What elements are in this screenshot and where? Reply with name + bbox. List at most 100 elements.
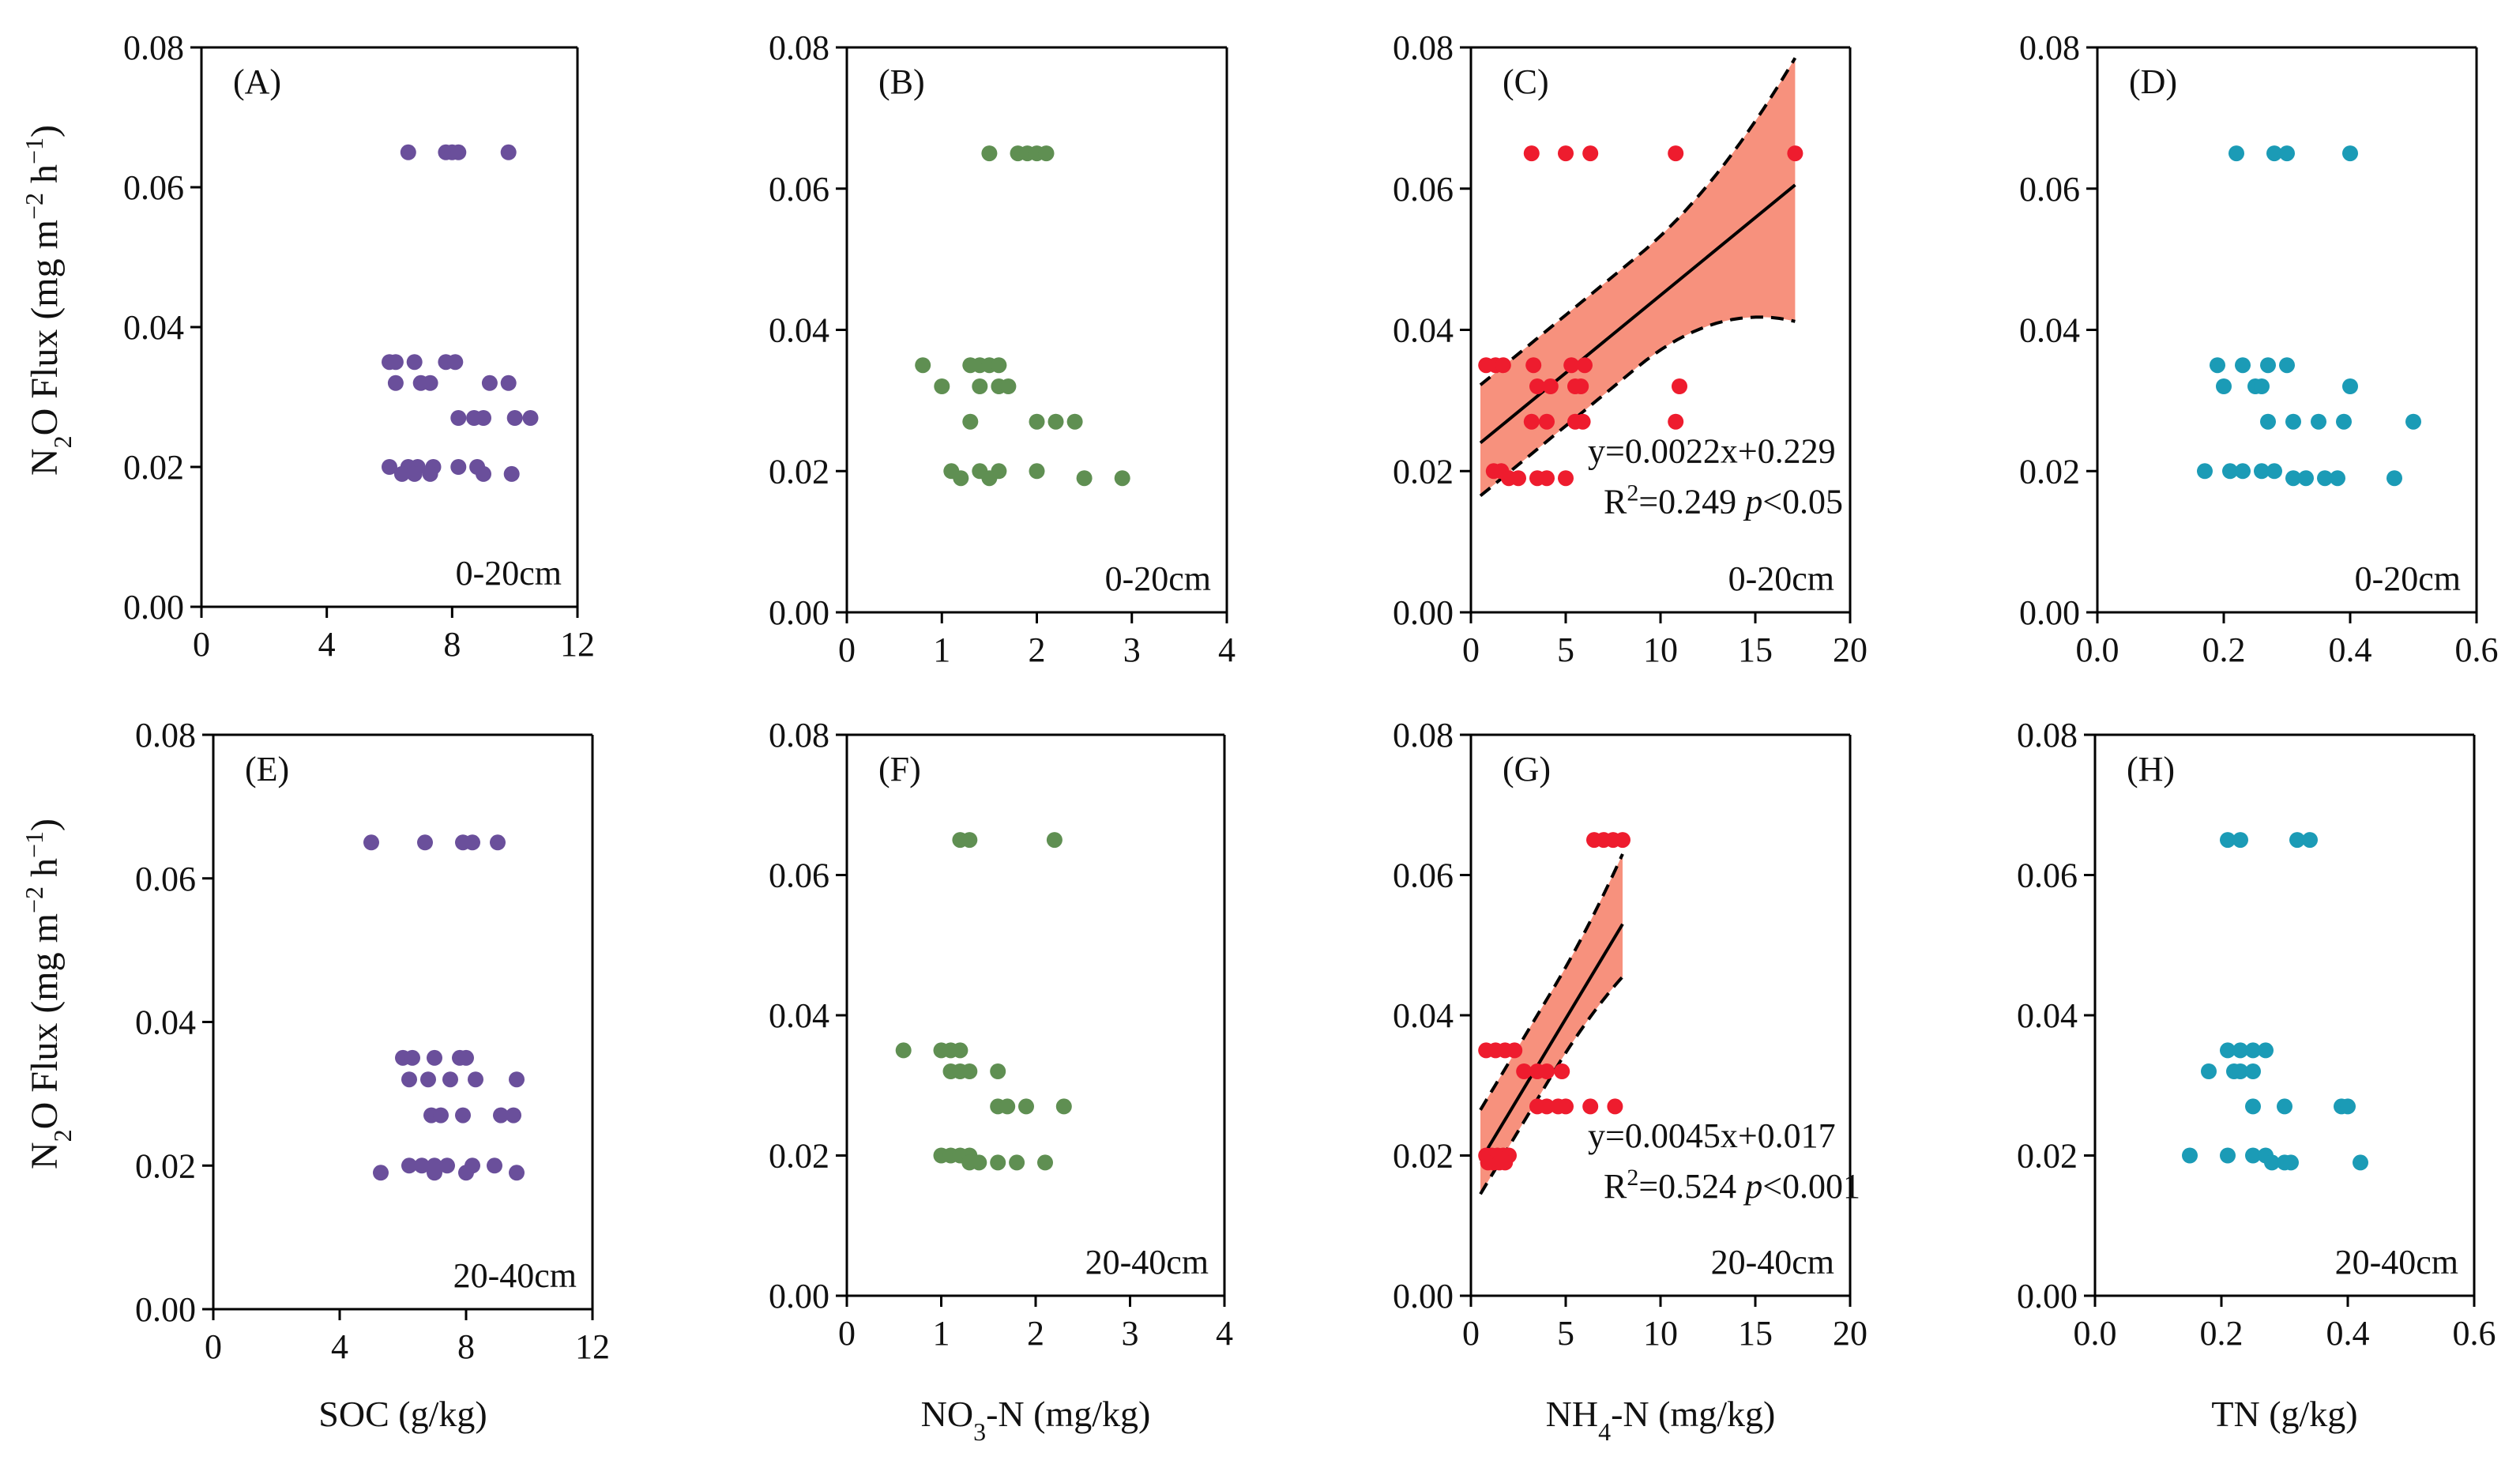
x-tick-label: 0 xyxy=(193,625,210,664)
data-point xyxy=(1047,413,1064,430)
data-point xyxy=(414,1157,430,1174)
data-point xyxy=(1076,470,1093,487)
data-point xyxy=(363,834,379,851)
panel-label: (A) xyxy=(233,62,281,101)
data-point xyxy=(447,354,464,371)
y-tick-label: 0.06 xyxy=(769,856,829,895)
upper-confidence-line xyxy=(1479,853,1624,1111)
x-tick-label: 20 xyxy=(1833,1314,1867,1353)
data-point xyxy=(401,1157,417,1174)
data-point xyxy=(2279,145,2295,162)
x-tick-label: 0 xyxy=(1462,1314,1480,1353)
data-point xyxy=(450,410,467,426)
data-point xyxy=(961,1063,978,1079)
data-point xyxy=(2235,463,2251,480)
data-point xyxy=(1539,1063,1555,1079)
y-tick-label: 0.02 xyxy=(2019,452,2080,491)
data-point xyxy=(433,1107,449,1124)
panel-label: (G) xyxy=(1503,750,1551,789)
y-tick-label: 0.00 xyxy=(1393,593,1454,632)
y-tick-label: 0.06 xyxy=(2019,170,2080,209)
upper-confidence-line xyxy=(1479,57,1797,386)
data-point xyxy=(1029,463,1045,480)
panel-e: 0.00 0.02 0.04 0.06 0.08 0 4 8 12 (E) 20-40cm SOC (… xyxy=(135,716,610,1434)
y-tick-label: 0.00 xyxy=(2017,1277,2078,1316)
data-point xyxy=(1523,413,1540,430)
depth-label: 0-20cm xyxy=(456,554,562,593)
x-tick-label: 0 xyxy=(205,1327,222,1366)
data-point xyxy=(2330,470,2345,487)
data-point xyxy=(500,144,517,160)
data-point xyxy=(2245,1042,2261,1059)
data-point xyxy=(1582,145,1599,162)
r-squared-value: =0.524 xyxy=(1638,1167,1736,1206)
data-point xyxy=(999,1098,1016,1115)
data-point xyxy=(427,1165,442,1181)
x-tick-label: 10 xyxy=(1643,1314,1678,1353)
panel-g: 0.00 0.02 0.04 0.06 0.08 0 5 10 15 20 (G) 20-40cm y=… xyxy=(1393,716,1867,1446)
x-tick-label: 4 xyxy=(318,625,336,664)
data-point xyxy=(417,834,433,851)
x-tick-label: 3 xyxy=(1123,630,1141,669)
y-tick-label: 0.08 xyxy=(123,28,184,67)
panel-label: (E) xyxy=(245,750,289,789)
y-tick-label: 0.04 xyxy=(1393,996,1454,1035)
x-tick-label: 1 xyxy=(933,630,950,669)
panel-d: 0.00 0.02 0.04 0.06 0.08 0.0 0.2 0.4 0.6 (D) 0-20c… xyxy=(2019,28,2499,669)
data-point xyxy=(2260,413,2276,430)
x-axis-title-part: NO xyxy=(921,1394,973,1434)
data-point xyxy=(509,1071,525,1088)
data-point xyxy=(1582,1098,1599,1115)
x-tick-label: 4 xyxy=(1216,1314,1233,1353)
x-axis-title: NO3-N (mg/kg) xyxy=(921,1394,1151,1446)
y-tick-label: 0.04 xyxy=(2017,996,2078,1035)
data-point xyxy=(439,1157,455,1174)
data-point xyxy=(915,357,931,374)
panel-label: (D) xyxy=(2129,62,2177,101)
y-tick-label: 0.00 xyxy=(2019,593,2080,632)
x-tick-label: 0.6 xyxy=(2455,630,2499,669)
y-tick-label: 0.02 xyxy=(123,448,184,487)
p-value: <0.001 xyxy=(1762,1167,1860,1206)
regression-line xyxy=(1479,923,1624,1162)
y-tick-label: 0.04 xyxy=(123,308,184,347)
data-point xyxy=(1029,413,1045,430)
x-tick-label: 12 xyxy=(575,1327,610,1366)
y-tick-label: 0.04 xyxy=(769,311,829,350)
data-point xyxy=(2298,470,2314,487)
data-point xyxy=(2279,357,2295,374)
x-tick-label: 2 xyxy=(1027,1314,1044,1353)
data-point xyxy=(2340,1098,2356,1115)
data-point xyxy=(420,1071,436,1088)
panel-label: (H) xyxy=(2127,750,2175,789)
x-tick-label: 0.2 xyxy=(2200,1314,2244,1353)
data-point xyxy=(509,1165,525,1181)
y-tick-label: 0.00 xyxy=(1393,1277,1454,1316)
depth-label: 0-20cm xyxy=(1105,559,1211,598)
y-tick-label: 0.00 xyxy=(769,593,829,632)
x-axis-title-subscript: 3 xyxy=(973,1417,986,1446)
data-point xyxy=(1539,470,1555,487)
data-point xyxy=(522,410,539,426)
r-squared-exponent: 2 xyxy=(1627,1164,1638,1190)
x-tick-label: 0.0 xyxy=(2076,630,2119,669)
y-tick-label: 0.02 xyxy=(769,452,829,491)
data-point xyxy=(895,1042,912,1059)
data-point xyxy=(972,378,988,394)
depth-label: 0-20cm xyxy=(2355,559,2461,598)
data-point xyxy=(1038,145,1055,162)
data-point xyxy=(2254,378,2270,394)
data-point xyxy=(1539,1098,1555,1115)
y-axis-title-top: N2O Flux (mg m−2 h−1) xyxy=(20,125,77,476)
data-point xyxy=(387,375,404,391)
data-point xyxy=(2254,463,2270,480)
y-tick-label: 0.02 xyxy=(1393,1137,1454,1176)
panel-label: (B) xyxy=(878,62,925,101)
data-point xyxy=(1573,378,1589,394)
data-point xyxy=(2245,1098,2261,1115)
data-point xyxy=(2229,145,2244,162)
x-axis-title: NH4-N (mg/kg) xyxy=(1546,1394,1776,1446)
y-tick-label: 0.02 xyxy=(135,1146,196,1185)
x-tick-label: 4 xyxy=(331,1327,348,1366)
data-point xyxy=(1558,1098,1574,1115)
